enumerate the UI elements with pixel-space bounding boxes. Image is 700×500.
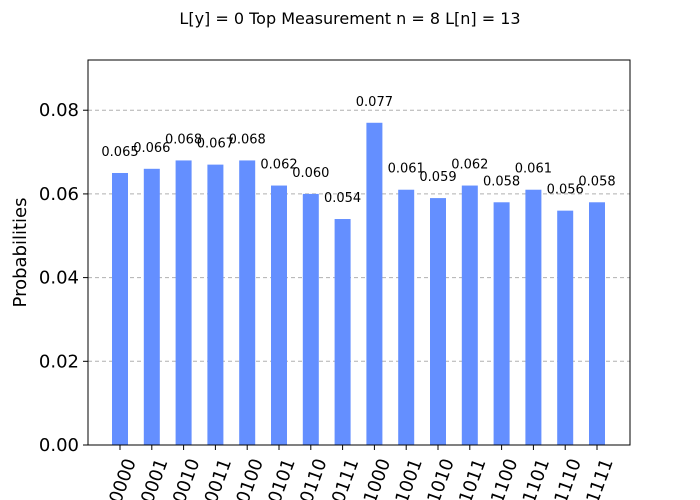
bar-1100	[493, 202, 510, 445]
bar-0111	[334, 219, 351, 445]
y-tick-label: 0.00	[39, 435, 79, 456]
bar-0110	[302, 193, 319, 445]
bar-1101	[525, 189, 542, 445]
x-tick-label-1111: 1111	[582, 456, 617, 500]
plot-area-frame	[87, 59, 631, 446]
x-tick-label-0010: 0010	[169, 456, 204, 500]
y-ticks: 0.00 0.02 0.04 0.06 0.08	[39, 100, 88, 456]
bar-0010	[175, 160, 192, 445]
bar-1010	[430, 198, 446, 445]
y-tick-label: 0.02	[39, 351, 79, 372]
x-tick-label-0101: 0101	[264, 456, 299, 500]
x-tick-label-1000: 1000	[360, 456, 395, 500]
data-label-1000: 0.077	[356, 95, 393, 110]
data-label-0001: 0.066	[133, 141, 170, 156]
data-label-1100: 0.058	[483, 174, 520, 189]
data-label-1101: 0.061	[515, 162, 552, 177]
data-label-1001: 0.061	[388, 162, 425, 177]
bar-1000	[366, 122, 383, 446]
y-tick-label: 0.06	[39, 184, 79, 205]
bar-0011	[207, 164, 224, 445]
bars	[112, 122, 605, 446]
x-tick-label-0100: 0100	[233, 456, 268, 500]
bar-1110	[557, 210, 574, 445]
data-label-0000: 0.065	[101, 145, 138, 160]
bar-1001	[398, 189, 415, 445]
data-label-1010: 0.059	[419, 170, 456, 185]
bar-1111	[589, 202, 605, 445]
x-tick-label-1001: 1001	[392, 456, 427, 500]
data-label-1111: 0.058	[578, 174, 615, 189]
data-label-1011: 0.062	[451, 158, 488, 173]
x-tick-label-1011: 1011	[455, 456, 490, 500]
x-tick-label-1101: 1101	[519, 456, 554, 500]
data-label-0011: 0.067	[197, 137, 234, 152]
x-ticks: 0000000100100011010001010110011110001001…	[105, 445, 618, 500]
bar-1011	[461, 185, 478, 446]
data-label-0010: 0.068	[165, 132, 202, 147]
x-tick-label-0110: 0110	[296, 456, 331, 500]
x-tick-label-1010: 1010	[423, 456, 458, 500]
bar-0001	[143, 168, 160, 445]
bar-0101	[271, 185, 287, 446]
x-tick-label-0000: 0000	[105, 456, 140, 500]
data-label-0100: 0.068	[229, 132, 266, 147]
y-tick-label: 0.04	[39, 268, 79, 289]
bar-0100	[239, 160, 256, 445]
x-tick-label-0001: 0001	[137, 456, 172, 500]
data-labels: 0.0650.0660.0680.0670.0680.0620.0600.054…	[101, 95, 615, 206]
x-tick-label-0111: 0111	[328, 456, 363, 500]
data-label-0111: 0.054	[324, 191, 361, 206]
chart-title: L[y] = 0 Top Measurement n = 8 L[n] = 13	[179, 9, 520, 28]
data-label-0101: 0.062	[260, 158, 297, 173]
x-tick-label-1100: 1100	[487, 456, 522, 500]
bar-0000	[112, 172, 128, 445]
y-axis-label: Probabilities	[10, 198, 31, 308]
x-tick-label-1110: 1110	[551, 456, 586, 500]
data-label-0110: 0.060	[292, 166, 329, 181]
x-tick-label-0011: 0011	[201, 456, 236, 500]
y-tick-label: 0.08	[39, 100, 79, 121]
data-label-1110: 0.056	[547, 183, 584, 198]
